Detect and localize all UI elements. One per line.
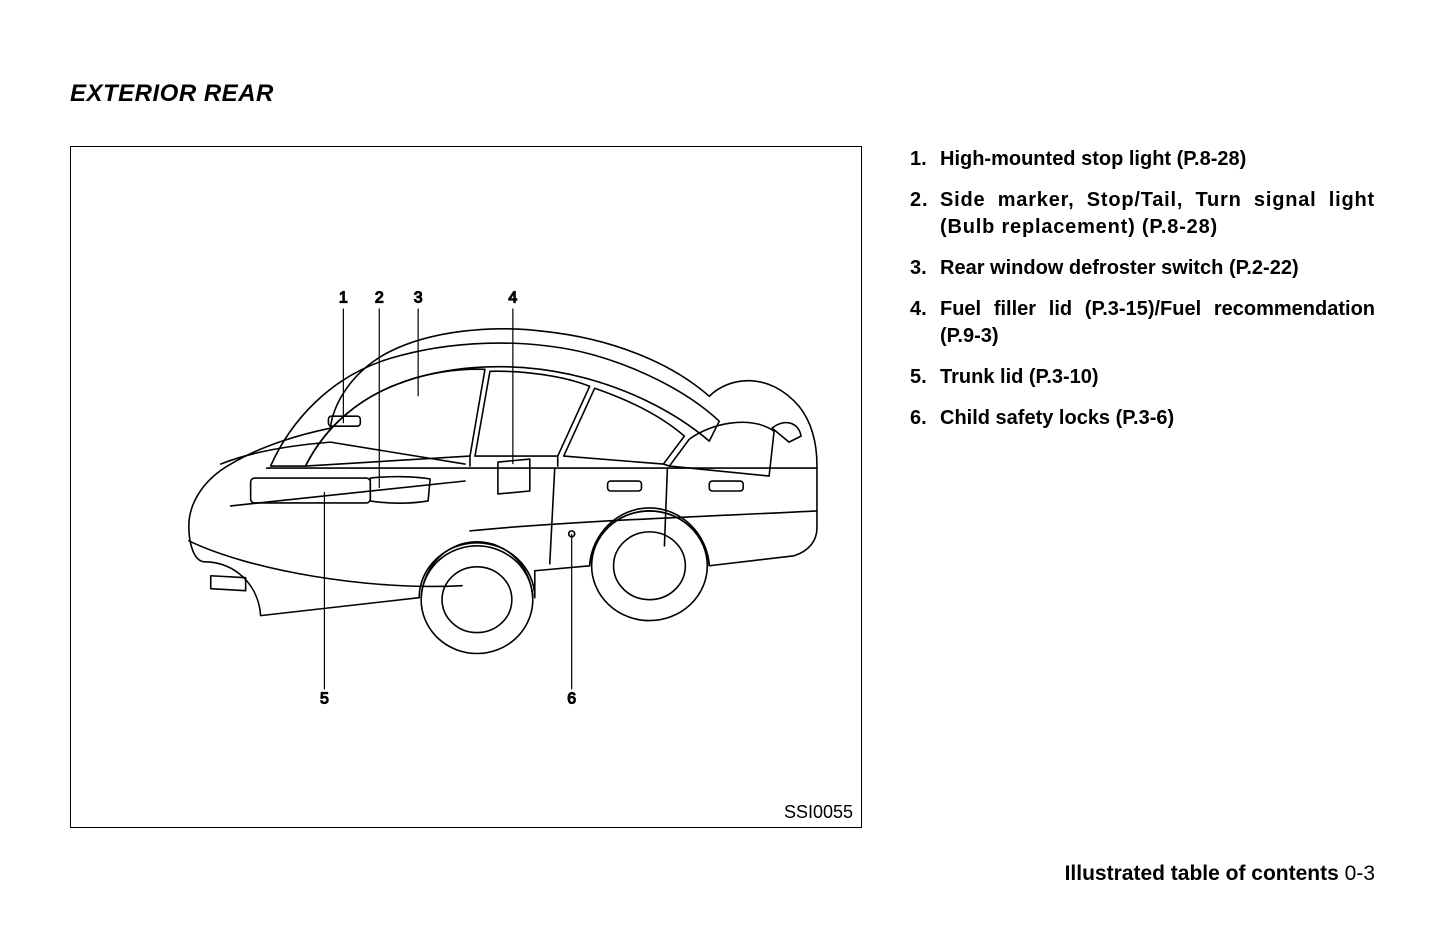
rear-door-window <box>564 388 685 464</box>
legend-list: High-mounted stop light (P.8-28) Side mar… <box>910 146 1375 446</box>
legend-item: Fuel filler lid (P.3-15)/Fuel recommenda… <box>910 296 1375 350</box>
chmsl <box>328 416 360 426</box>
front-wheel-inner <box>614 532 686 600</box>
legend-item: High-mounted stop light (P.8-28) <box>910 146 1375 173</box>
trunk-cutline <box>221 442 465 464</box>
figure-code: SSI0055 <box>784 802 853 823</box>
fuel-door <box>498 459 530 494</box>
side-mirror <box>772 423 801 442</box>
license-recess <box>251 478 371 503</box>
footer-section: Illustrated table of contents <box>1065 862 1339 885</box>
front-door-handle <box>709 481 743 491</box>
car-diagram: 1 2 3 4 5 6 <box>71 147 861 827</box>
callout-number: 4 <box>508 290 517 307</box>
legend-item: Rear window defroster switch (P.2-22) <box>910 255 1375 282</box>
exhaust-cutout <box>211 576 246 591</box>
car-outline <box>189 329 817 654</box>
legend-item: Child safety locks (P.3-6) <box>910 405 1375 432</box>
callout-lines: 1 2 3 4 5 6 <box>320 290 576 708</box>
rear-arch <box>421 542 533 598</box>
rear-wheel-outer <box>421 546 533 654</box>
rear-bumper <box>189 541 462 587</box>
legend-item: Side marker, Stop/Tail, Turn signal ligh… <box>910 187 1375 241</box>
content-row: 1 2 3 4 5 6 SSI0055 High-mounted stop light (… <box>70 146 1375 828</box>
callout-number: 3 <box>414 290 423 307</box>
callout-number: 2 <box>375 290 384 307</box>
legend-item: Trunk lid (P.3-10) <box>910 364 1375 391</box>
quarter-window <box>475 371 590 456</box>
callout-number: 1 <box>339 290 348 307</box>
body-crease <box>470 511 817 531</box>
diagram-frame: 1 2 3 4 5 6 SSI0055 <box>70 146 862 828</box>
footer-page: 0-3 <box>1345 862 1375 885</box>
rear-door-handle <box>608 481 642 491</box>
page-footer: Illustrated table of contents 0-3 <box>1065 862 1375 886</box>
front-wheel-outer <box>592 511 708 621</box>
callout-number: 5 <box>320 690 329 707</box>
page-title: EXTERIOR REAR <box>70 80 1375 108</box>
a-pillar <box>663 464 669 466</box>
rear-wheel-inner <box>442 567 512 633</box>
callout-number: 6 <box>567 690 576 707</box>
rear-door-cut <box>550 468 555 564</box>
